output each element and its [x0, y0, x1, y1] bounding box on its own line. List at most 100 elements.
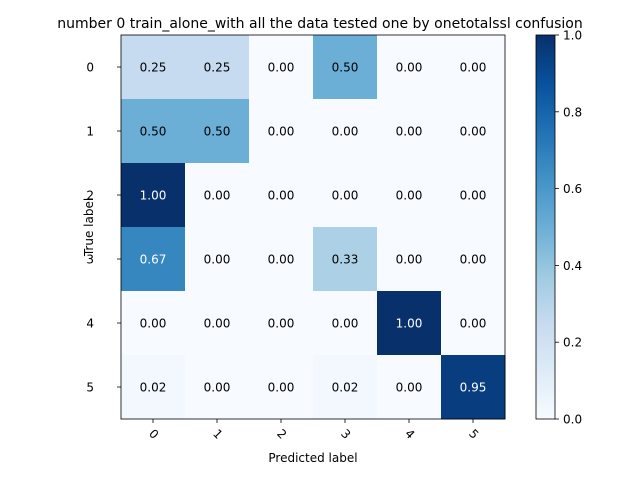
cell-value-r0-c1: 0.25 [204, 61, 231, 75]
heatmap-cell-r4-c1 [185, 291, 250, 356]
x-axis-ticks: 0 1 2 3 4 5 [146, 419, 481, 442]
heatmap-cell-r0-c0 [121, 35, 186, 100]
heatmap-cell-r5-c5 [441, 355, 506, 420]
heatmap-cell-r0-c3 [313, 35, 378, 100]
y-axis-ticks: 0 1 2 3 4 5 [86, 61, 121, 395]
heatmap-cell-r3-c5 [441, 227, 506, 292]
colorbar-tick-label-2: 0.4 [563, 259, 582, 273]
heatmap-cell-r5-c4 [377, 355, 442, 420]
heatmap-cell-r5-c2 [249, 355, 314, 420]
cell-value-r5-c3: 0.02 [332, 381, 359, 395]
cell-value-r4-c1: 0.00 [204, 317, 231, 331]
cell-value-r3-c2: 0.00 [268, 253, 295, 267]
heatmap-cell-r0-c4 [377, 35, 442, 100]
cell-value-r2-c1: 0.00 [204, 189, 231, 203]
heatmap-cell-r3-c0 [121, 227, 186, 292]
cell-value-r4-c4: 1.00 [396, 317, 423, 331]
heatmap-cell-r3-c1 [185, 227, 250, 292]
y-tick-label-1: 1 [86, 125, 94, 139]
cell-value-r5-c0: 0.02 [140, 381, 167, 395]
heatmap-cell-r3-c4 [377, 227, 442, 292]
cell-value-r3-c4: 0.00 [396, 253, 423, 267]
cell-value-r1-c0: 0.50 [140, 125, 167, 139]
cell-value-r2-c5: 0.00 [460, 189, 487, 203]
cell-value-r4-c0: 0.00 [140, 317, 167, 331]
heatmap-cell-r2-c4 [377, 163, 442, 228]
heatmap-cell-r4-c3 [313, 291, 378, 356]
heatmap-cell-r1-c1 [185, 99, 250, 164]
heatmap-cell-r5-c0 [121, 355, 186, 420]
cell-value-r5-c2: 0.00 [268, 381, 295, 395]
heatmap-cell-r0-c2 [249, 35, 314, 100]
x-tick-label-1: 1 [210, 427, 225, 442]
cell-value-r2-c3: 0.00 [332, 189, 359, 203]
cell-value-r1-c1: 0.50 [204, 125, 231, 139]
heatmap-cell-r5-c3 [313, 355, 378, 420]
heatmap-cell-r3-c2 [249, 227, 314, 292]
cell-value-r3-c3: 0.33 [332, 253, 359, 267]
colorbar-tick-label-1: 0.2 [563, 336, 582, 350]
heatmap-cell-r2-c3 [313, 163, 378, 228]
cell-value-r5-c5: 0.95 [460, 381, 487, 395]
cell-value-r3-c0: 0.67 [140, 253, 167, 267]
cell-value-r1-c2: 0.00 [268, 125, 295, 139]
cell-value-r3-c5: 0.00 [460, 253, 487, 267]
cell-value-r1-c5: 0.00 [460, 125, 487, 139]
x-axis-label: Predicted label [268, 451, 357, 465]
y-tick-label-4: 4 [86, 317, 94, 331]
colorbar-tick-label-3: 0.6 [563, 182, 582, 196]
heatmap-cell-r4-c5 [441, 291, 506, 356]
heatmap-cell-r0-c5 [441, 35, 506, 100]
colorbar-tick-label-0: 0.0 [563, 413, 582, 427]
heatmap-cell-r1-c4 [377, 99, 442, 164]
heatmap-cell-r4-c0 [121, 291, 186, 356]
heatmap-cell-r3-c3 [313, 227, 378, 292]
heatmap-cell-labels: 0.25 0.25 0.00 0.50 0.00 0.00 0.50 0.50 0.00 0.00… [140, 61, 487, 395]
colorbar [535, 34, 556, 420]
heatmap-cell-r1-c0 [121, 99, 186, 164]
cell-value-r1-c3: 0.00 [332, 125, 359, 139]
cell-value-r2-c2: 0.00 [268, 189, 295, 203]
heatmap-cell-r0-c1 [185, 35, 250, 100]
colorbar-ticks: 0.0 0.2 0.4 0.6 0.8 1.0 [555, 29, 582, 427]
cell-value-r2-c0: 1.00 [140, 189, 167, 203]
heatmap-cell-r1-c3 [313, 99, 378, 164]
heatmap-cell-r1-c2 [249, 99, 314, 164]
cell-value-r5-c4: 0.00 [396, 381, 423, 395]
heatmap-cell-r2-c0 [121, 163, 186, 228]
y-tick-label-2: 2 [86, 189, 94, 203]
heatmap-cell-r2-c1 [185, 163, 250, 228]
chart-title: number 0 train_alone_with all the data t… [57, 16, 582, 32]
heatmap-cell-r2-c5 [441, 163, 506, 228]
cell-value-r0-c4: 0.00 [396, 61, 423, 75]
heatmap-cells [121, 35, 506, 420]
y-tick-label-5: 5 [86, 381, 94, 395]
plot-frame [120, 34, 506, 420]
y-tick-label-0: 0 [86, 61, 94, 75]
cell-value-r5-c1: 0.00 [204, 381, 231, 395]
heatmap-cell-r1-c5 [441, 99, 506, 164]
x-tick-label-0: 0 [146, 427, 161, 442]
cell-value-r0-c3: 0.50 [332, 61, 359, 75]
x-tick-label-4: 4 [402, 427, 417, 442]
x-tick-label-3: 3 [338, 427, 353, 442]
cell-value-r3-c1: 0.00 [204, 253, 231, 267]
colorbar-tick-label-5: 1.0 [563, 29, 582, 43]
cell-value-r1-c4: 0.00 [396, 125, 423, 139]
x-tick-label-5: 5 [466, 427, 481, 442]
heatmap-cell-r4-c2 [249, 291, 314, 356]
cell-value-r4-c2: 0.00 [268, 317, 295, 331]
cell-value-r0-c2: 0.00 [268, 61, 295, 75]
heatmap-cell-r4-c4 [377, 291, 442, 356]
x-tick-label-2: 2 [274, 427, 289, 442]
cell-value-r0-c5: 0.00 [460, 61, 487, 75]
y-axis-label: True label [82, 198, 96, 257]
heatmap-cell-r2-c2 [249, 163, 314, 228]
heatmap-cell-r5-c1 [185, 355, 250, 420]
y-tick-label-3: 3 [86, 253, 94, 267]
cell-value-r4-c3: 0.00 [332, 317, 359, 331]
cell-value-r2-c4: 0.00 [396, 189, 423, 203]
cell-value-r0-c0: 0.25 [140, 61, 167, 75]
cell-value-r4-c5: 0.00 [460, 317, 487, 331]
